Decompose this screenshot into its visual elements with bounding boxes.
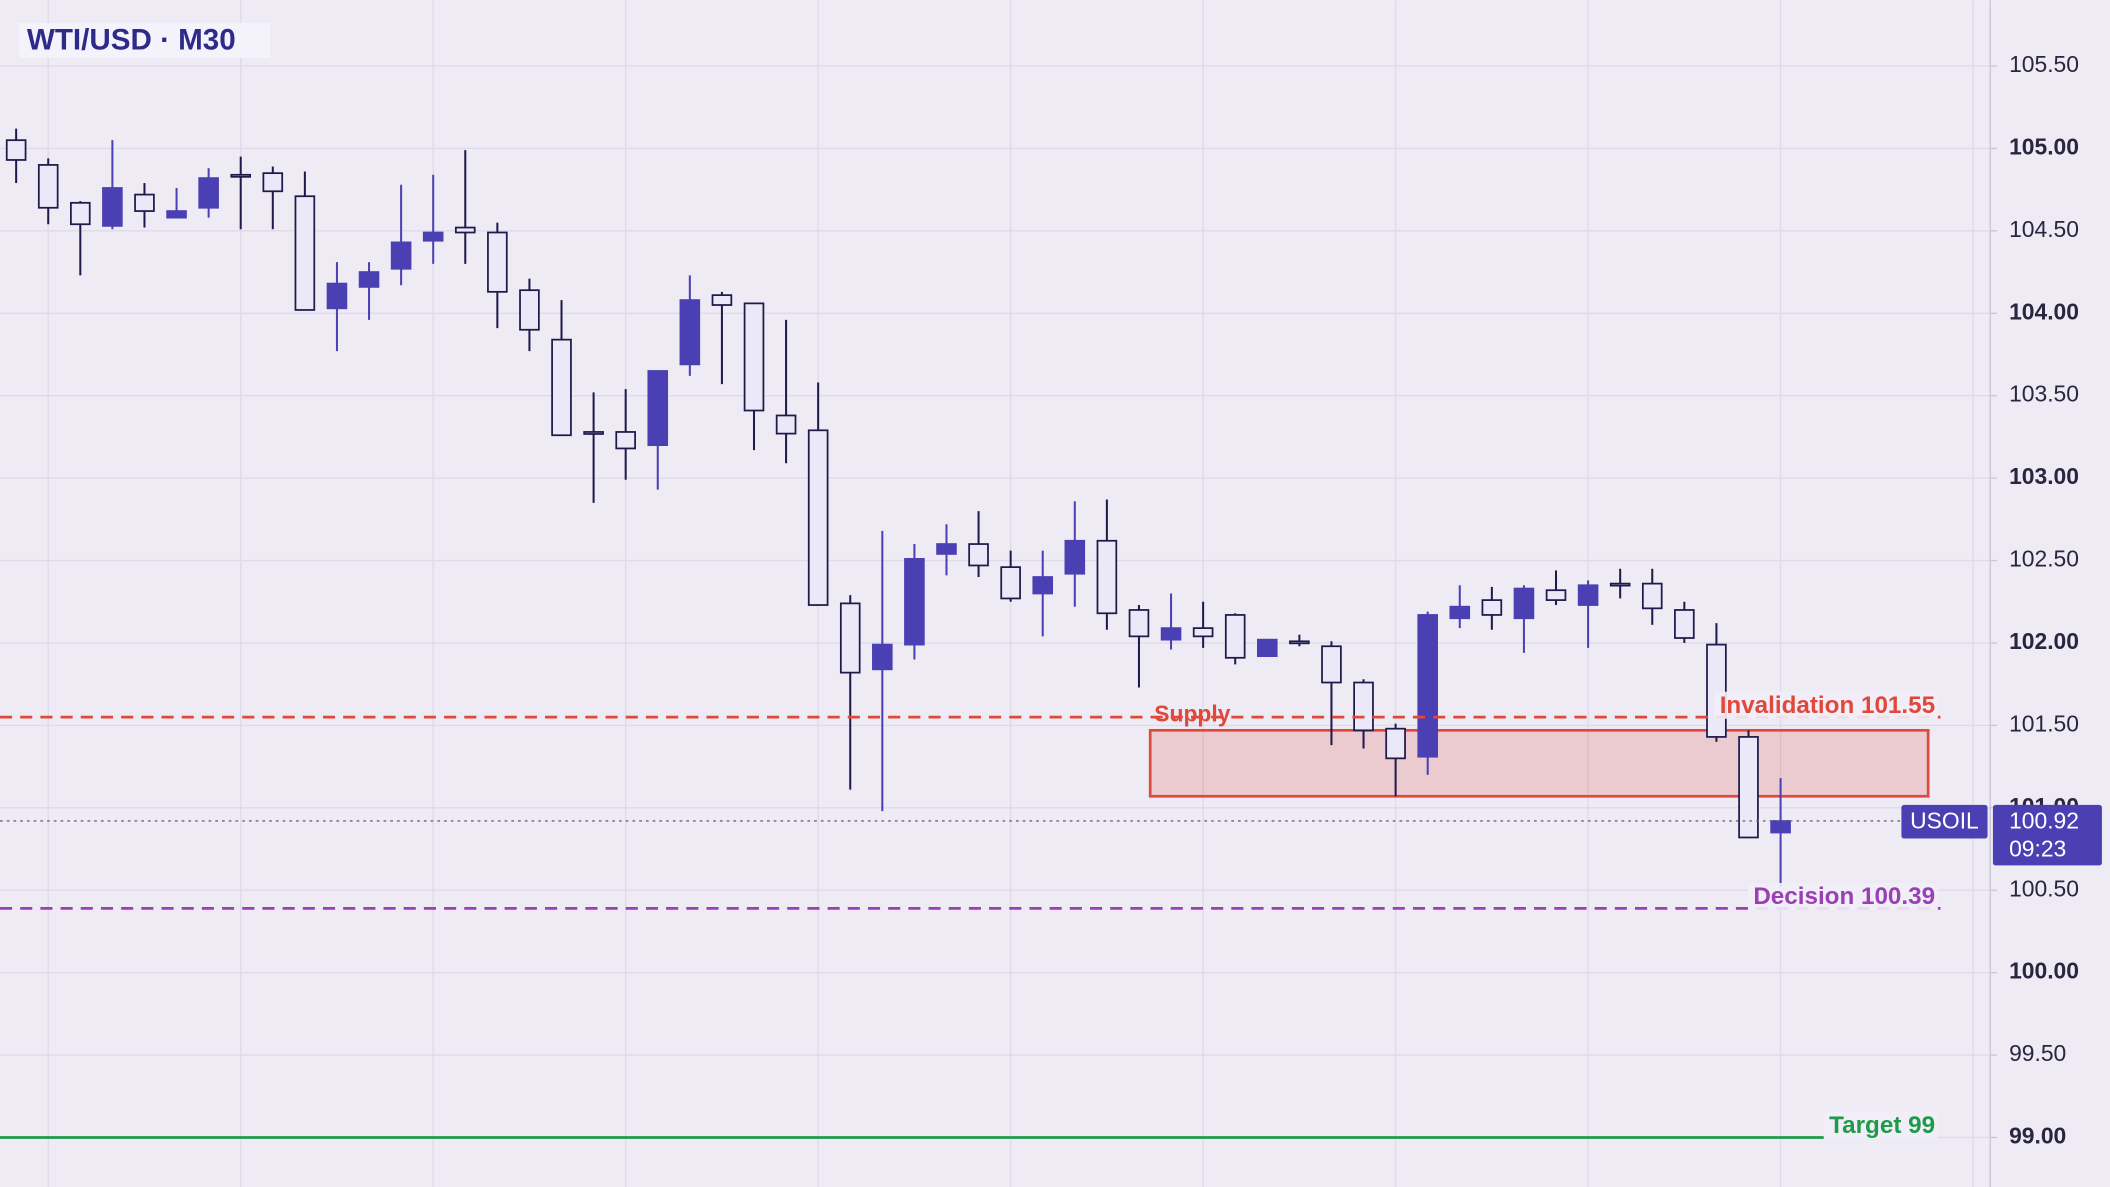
candle-body (1128, 609, 1150, 638)
candle-body (1641, 582, 1663, 610)
candle-body (1674, 609, 1695, 639)
candle-body (807, 429, 829, 606)
candle-body (326, 282, 348, 310)
level-label-bg (1747, 882, 1938, 910)
level-label-bg (1714, 691, 1938, 719)
y-tick-label: 102.00 (2009, 628, 2079, 654)
candle-body (37, 164, 59, 209)
candle-body (519, 289, 540, 331)
y-tick-label: 100.50 (2009, 875, 2079, 901)
candle-body (936, 543, 957, 555)
candle-body (390, 241, 412, 270)
last-price: USOIL 100.92 09:23 (0, 804, 2102, 866)
y-tick-label: 101.50 (2009, 710, 2079, 736)
candle-body (711, 294, 733, 306)
countdown-label: 09:23 (2009, 836, 2066, 862)
candle-body (1706, 643, 1727, 738)
candle-body (1577, 584, 1599, 606)
candle-body (839, 602, 861, 674)
candle-body (647, 370, 669, 447)
candle-body (775, 414, 797, 435)
candle-body (487, 231, 508, 293)
y-tick-label: 100.00 (2009, 958, 2079, 984)
candle-body (551, 338, 572, 437)
candle-body (422, 231, 444, 242)
candle-body (968, 543, 989, 567)
level-label: Invalidation 101.55 (1720, 692, 1935, 719)
candle-body (230, 173, 252, 178)
candle-body (1449, 605, 1471, 620)
candle-body (166, 210, 187, 219)
candle-body (1160, 627, 1182, 641)
candle-body (5, 139, 27, 161)
candle-body (134, 193, 155, 212)
price-label: 100.92 (2009, 807, 2079, 833)
candle-body (1481, 599, 1503, 616)
candle-body (1609, 582, 1631, 587)
level-label: Decision 100.39 (1753, 883, 1935, 910)
candle-body (1770, 820, 1791, 834)
candle-body (1353, 681, 1374, 732)
level-label-bg (1823, 1112, 1938, 1140)
candle-body (1385, 727, 1406, 760)
symbol-label: USOIL (1910, 807, 1979, 833)
y-tick-label: 102.50 (2009, 546, 2079, 572)
candle-body (358, 271, 380, 288)
candle-body (1321, 645, 1342, 684)
symbol-tag (1901, 804, 1988, 839)
candle-body (1096, 539, 1118, 615)
y-tick-label: 105.50 (2009, 51, 2079, 77)
candle-body (102, 187, 123, 227)
title-bg (18, 22, 271, 58)
candle-body (1545, 589, 1567, 601)
y-tick-label: 103.50 (2009, 381, 2079, 407)
y-tick-label: 104.50 (2009, 216, 2079, 242)
candle-body (1192, 627, 1214, 638)
candle-body (743, 302, 765, 412)
price-axis: 99.0099.50100.00100.50101.00101.50102.00… (1990, 51, 2079, 1149)
candle-body (1224, 614, 1246, 659)
supply-zone (1148, 728, 1930, 798)
candle-body (1064, 539, 1086, 575)
candle-body (70, 201, 91, 226)
y-tick-label: 104.00 (2009, 298, 2079, 324)
level-label: Target 99 (1829, 1112, 1935, 1139)
candle-body (198, 177, 219, 209)
overlay: Supply (1148, 701, 1930, 798)
candle-body (872, 643, 893, 671)
candle-body (454, 226, 476, 234)
candle-body (294, 195, 316, 311)
y-tick-label: 103.00 (2009, 463, 2079, 489)
price-tag (1992, 804, 2102, 866)
candle-body (679, 299, 701, 366)
candle-body (1289, 640, 1310, 645)
candle-body (1032, 576, 1054, 595)
candle-body (1738, 736, 1759, 839)
candle-body (1256, 638, 1278, 658)
zone-label: Supply (1154, 701, 1230, 727)
candle-body (1417, 614, 1438, 758)
chart-title: WTI/USD · M30 (27, 24, 236, 57)
candle-body (1000, 566, 1021, 600)
y-tick-label: 105.00 (2009, 133, 2079, 159)
y-tick-label: 99.50 (2009, 1040, 2066, 1066)
candles (5, 128, 1791, 887)
candle-body (615, 431, 636, 450)
candle-body (1513, 587, 1535, 620)
y-tick-label: 99.00 (2009, 1123, 2066, 1149)
candle-body (904, 558, 925, 646)
candle-body (583, 431, 604, 435)
candle-body (262, 172, 284, 193)
levels: Invalidation 101.55 Decision 100.39 Target… (0, 691, 1941, 1140)
